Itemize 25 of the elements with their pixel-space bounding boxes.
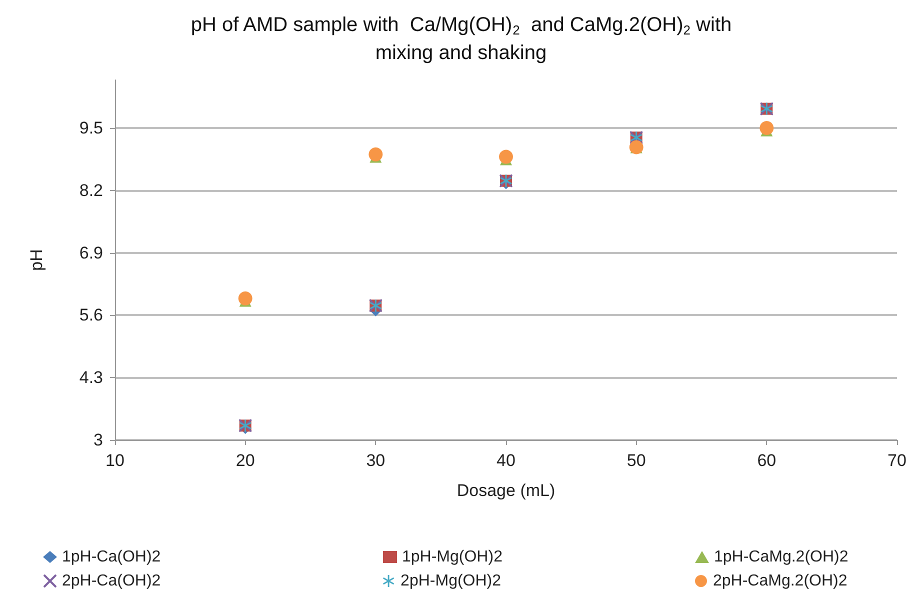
y-tick-label: 4.3 [79, 368, 103, 388]
y-tick-label: 8.2 [79, 180, 103, 200]
x-tick-label: 40 [496, 451, 516, 470]
x-tick-label: 30 [366, 451, 386, 470]
x-tick-label: 50 [626, 451, 646, 470]
x-tick-label: 70 [888, 451, 906, 470]
x-tick-label: 20 [236, 451, 255, 470]
point [760, 121, 774, 135]
y-tick-label: 6.9 [79, 243, 103, 262]
y-tick-label: 3 [94, 430, 103, 450]
legend-label: 1pH-Mg(OH)2 [402, 548, 503, 566]
legend-label: 1pH-CaMg.2(OH)2 [714, 548, 848, 566]
x-tick-label: 10 [106, 451, 124, 470]
point [368, 147, 383, 162]
legend-label: 2pH-Ca(OH)2 [62, 572, 161, 590]
point [499, 150, 513, 164]
y-tick-label: 9.5 [79, 118, 103, 138]
legend-label: 2pH-CaMg.2(OH)2 [713, 572, 848, 590]
y-tick-label: 5.6 [79, 306, 103, 325]
legend-label: 1pH-Ca(OH)2 [62, 548, 161, 566]
legend-label: 2pH-Mg(OH)2 [400, 572, 502, 590]
point [238, 291, 252, 306]
y-axis-title: pH [27, 249, 46, 271]
x-axis-title: Dosage (mL) [456, 481, 556, 500]
x-tick-label: 60 [757, 451, 776, 470]
